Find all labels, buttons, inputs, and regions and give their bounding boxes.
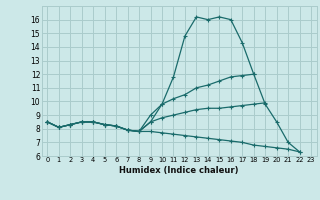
X-axis label: Humidex (Indice chaleur): Humidex (Indice chaleur) xyxy=(119,166,239,175)
